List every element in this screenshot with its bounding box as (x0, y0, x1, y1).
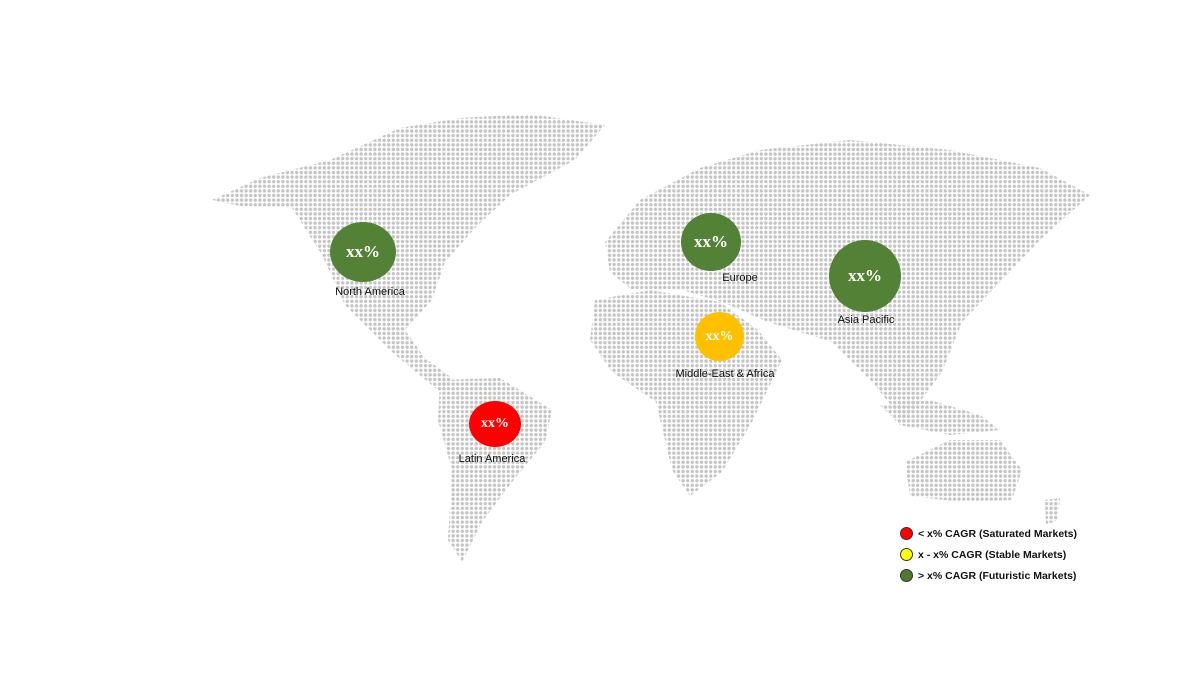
green-dot-icon (900, 569, 913, 582)
legend-item-futuristic: > x% CAGR (Futuristic Markets) (900, 565, 1077, 586)
yellow-dot-icon (900, 548, 913, 561)
continent-australia (905, 440, 1022, 502)
bubble-north-america: xx% (330, 222, 396, 282)
continent-africa (590, 290, 782, 496)
legend-item-stable: x - x% CAGR (Stable Markets) (900, 544, 1077, 565)
legend-label: < x% CAGR (Saturated Markets) (918, 527, 1078, 540)
legend-item-saturated: < x% CAGR (Saturated Markets) (900, 523, 1077, 544)
label-middle-east-africa: Middle-East & Africa (675, 368, 775, 380)
legend-label: > x% CAGR (Futuristic Markets) (918, 569, 1077, 582)
islands-indonesia (880, 400, 1000, 435)
bubble-asia-pacific: xx% (829, 240, 901, 312)
continent-south-america (438, 378, 552, 562)
red-dot-icon (900, 527, 913, 540)
label-latin-america: Latin America (458, 453, 526, 465)
bubble-middle-east-africa: xx% (695, 312, 744, 361)
label-europe: Europe (722, 272, 758, 284)
bubble-latin-america: xx% (469, 401, 521, 447)
legend-label: x - x% CAGR (Stable Markets) (918, 548, 1067, 561)
bubble-europe: xx% (681, 213, 741, 271)
label-asia-pacific: Asia Pacific (837, 314, 895, 326)
continent-north-america (212, 114, 605, 392)
legend: < x% CAGR (Saturated Markets) x - x% CAG… (900, 523, 1077, 586)
islands-new-zealand (1045, 498, 1060, 525)
label-north-america: North America (335, 286, 405, 298)
